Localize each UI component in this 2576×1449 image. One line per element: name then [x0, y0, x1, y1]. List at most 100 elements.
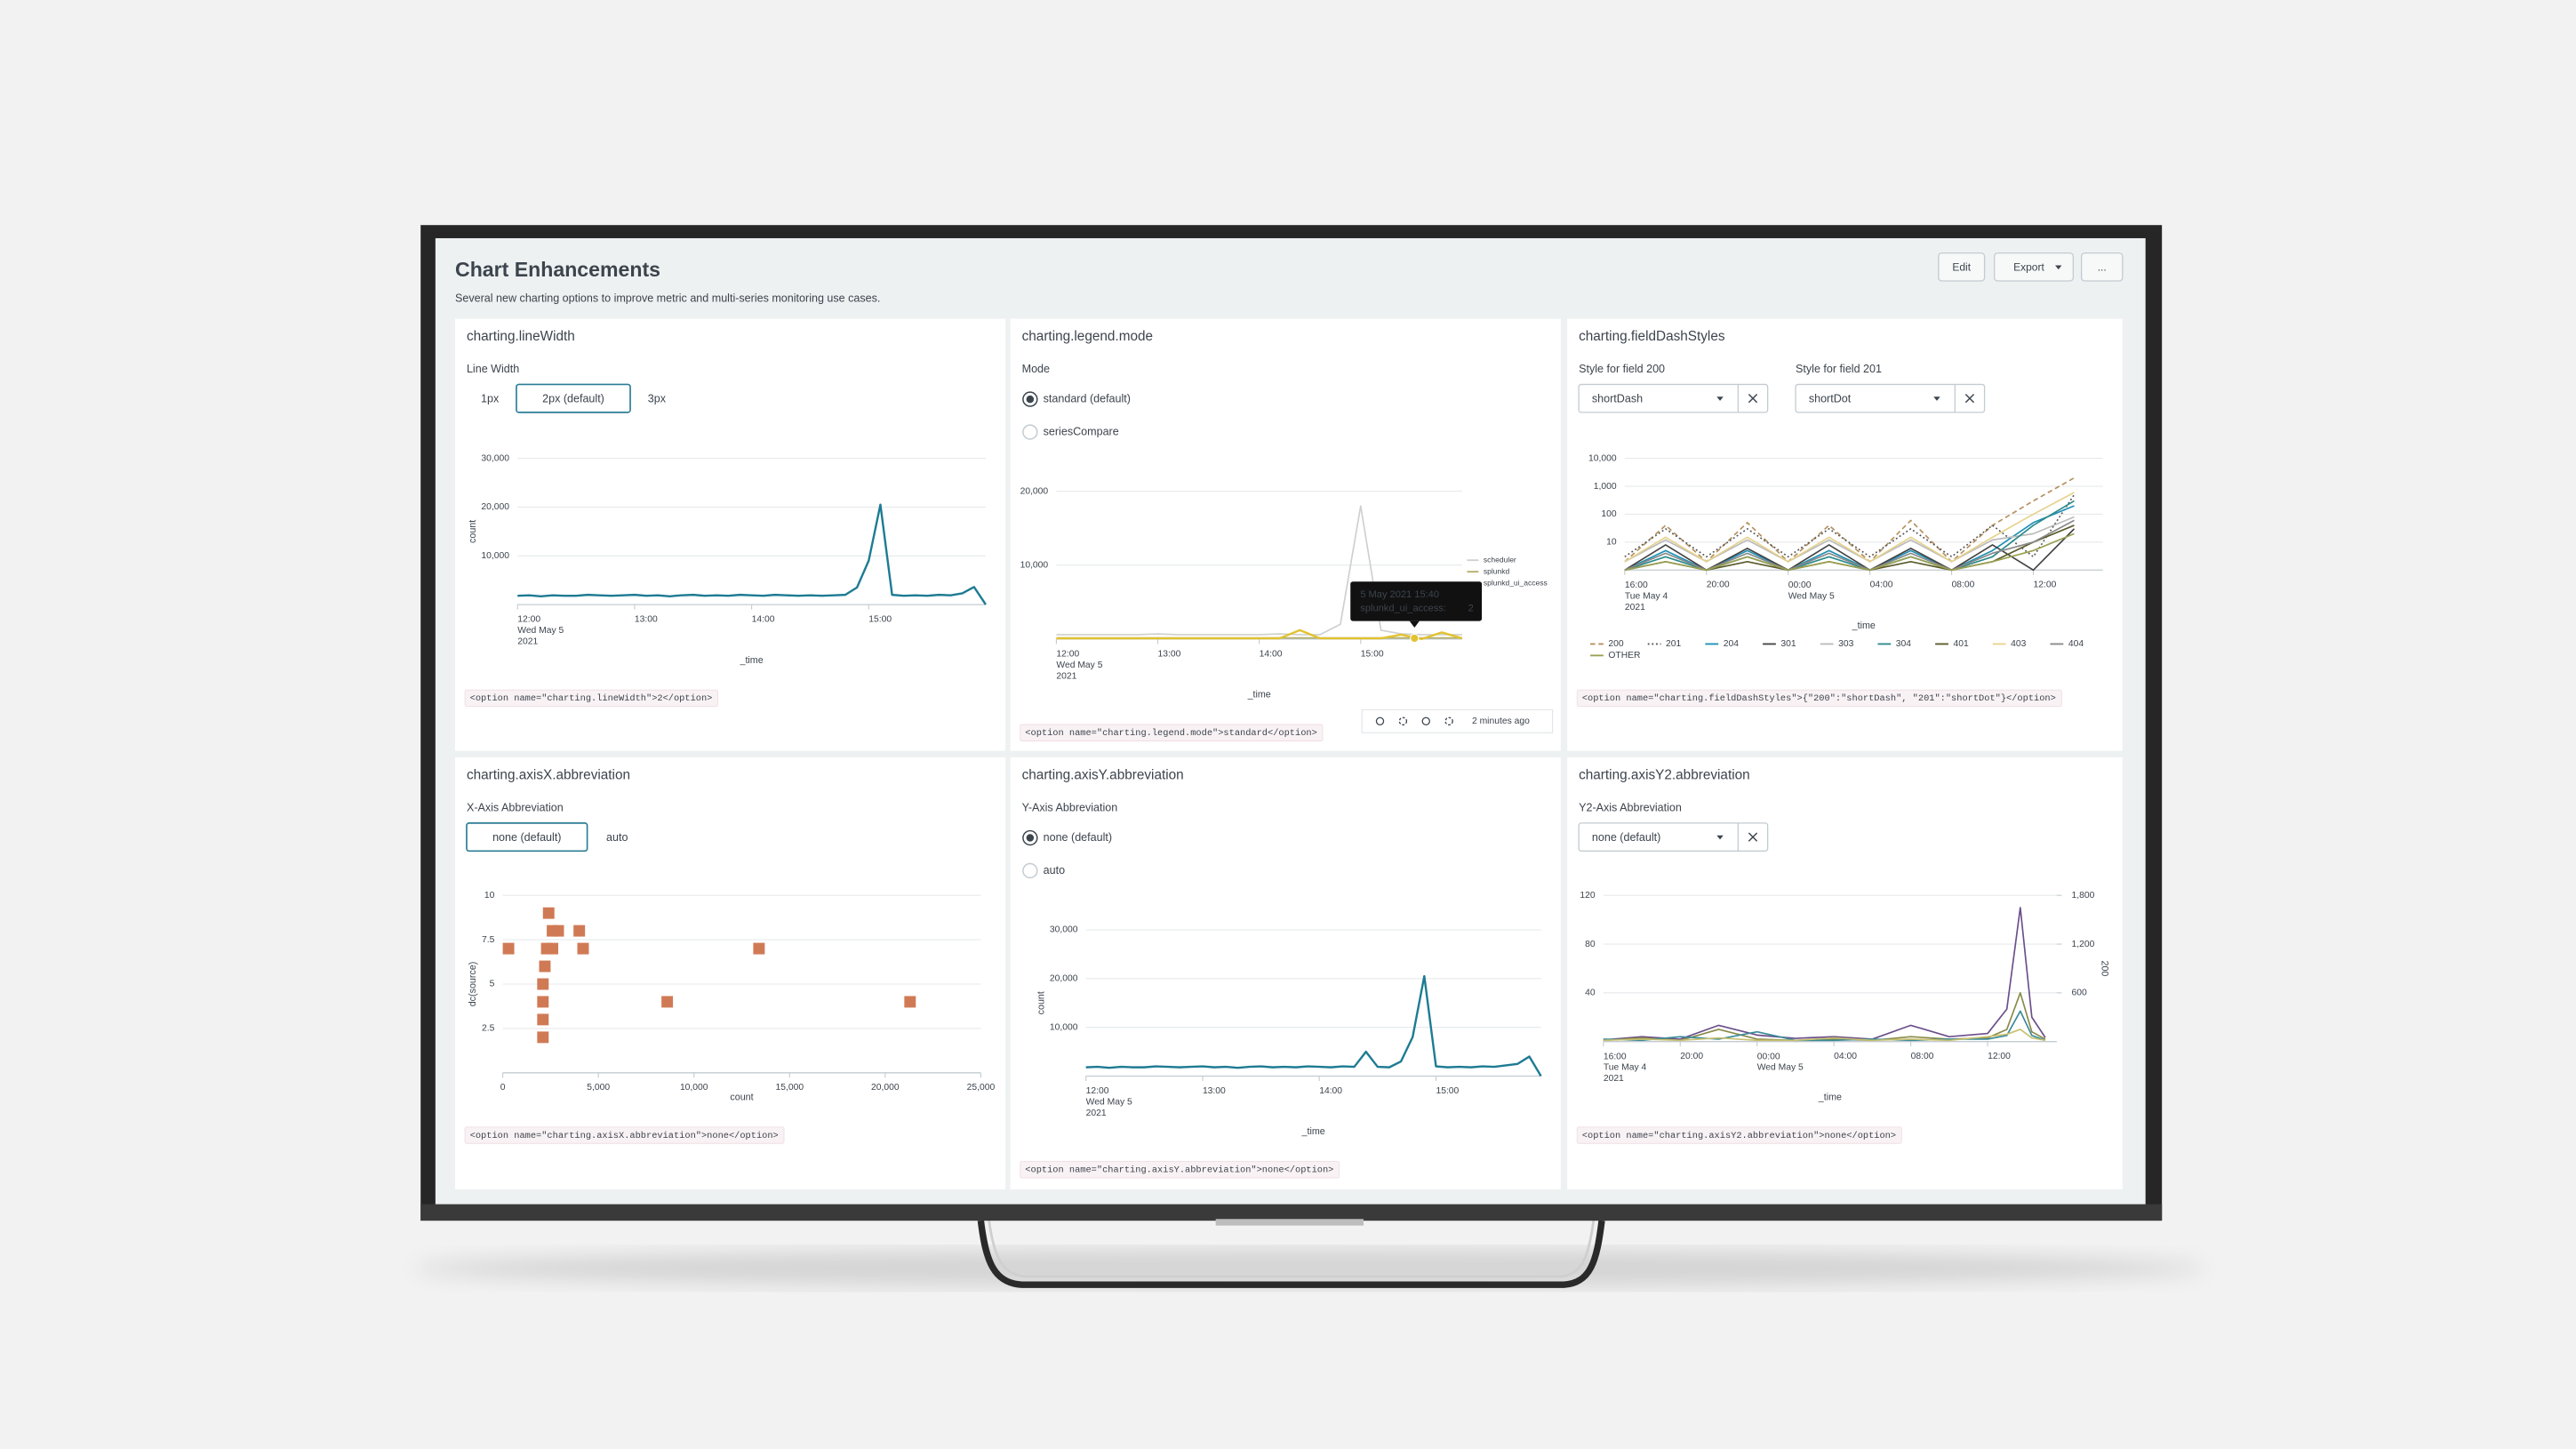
dropdown-value[interactable]: shortDash	[1592, 392, 1643, 404]
toolbar-icon[interactable]	[1375, 716, 1385, 726]
radio-option[interactable]: seriesCompare	[1044, 425, 1119, 437]
legend-label: OTHER	[1608, 651, 1640, 660]
radio[interactable]	[1022, 424, 1038, 440]
x-tick-label: 12:00 Wed May 5 2021	[1056, 649, 1102, 681]
dropdown-value[interactable]: none (default)	[1592, 831, 1660, 844]
x-tick-label: 15:00	[1361, 649, 1384, 659]
toolbar-refresh-time: 2 minutes ago	[1472, 716, 1530, 726]
x-tick-label: 14:00	[752, 614, 775, 624]
scatter-point	[577, 942, 589, 955]
series-line	[1624, 492, 2075, 563]
x-tick-label: 20,000	[871, 1083, 900, 1093]
scatter-point	[537, 1031, 549, 1044]
clear-icon[interactable]	[1748, 832, 1758, 842]
series-line	[1624, 494, 2076, 558]
toggle-selected[interactable]	[516, 383, 631, 413]
text-line: 00:00	[1788, 580, 1812, 590]
panel-title: charting.lineWidth	[467, 329, 575, 344]
header-button[interactable]	[1994, 252, 2075, 282]
clear-icon[interactable]	[1964, 394, 1975, 404]
toolbar-icon[interactable]	[1444, 716, 1453, 726]
x-tick-label: 08:00	[1952, 580, 1975, 590]
x-tick-label: 5,000	[587, 1083, 610, 1093]
legend-label: 304	[1896, 639, 1911, 649]
code-box	[464, 689, 718, 708]
series-line	[1624, 519, 2075, 572]
series-line	[517, 503, 987, 605]
scatter-point	[537, 1013, 549, 1026]
y-axis-label: count	[1036, 991, 1047, 1014]
dropdown[interactable]	[1578, 383, 1769, 413]
text-line: 12:00	[517, 614, 540, 624]
radio-option[interactable]: auto	[1044, 864, 1065, 877]
radio[interactable]	[1022, 862, 1038, 879]
toolbar-icon[interactable]	[1398, 716, 1408, 726]
header-button-label[interactable]: Edit	[1952, 260, 1971, 273]
scatter-point	[542, 907, 555, 919]
tooltip-pointer	[1409, 620, 1420, 628]
x-tick-label: 04:00	[1834, 1052, 1857, 1061]
y-tick-label: 1,000	[1594, 482, 1617, 492]
text-line: 16:00	[1625, 580, 1648, 590]
code: <option name="charting.axisY2.abbreviati…	[1582, 1131, 1896, 1141]
toggle-option[interactable]: none (default)	[492, 831, 561, 844]
scatter-point	[753, 942, 765, 955]
scatter-point	[552, 925, 564, 937]
header-button-label[interactable]: ...	[2098, 260, 2107, 273]
toggle-option[interactable]: 3px	[648, 392, 667, 404]
text-line: 2021	[1056, 671, 1076, 681]
toggle-option[interactable]: auto	[606, 831, 628, 844]
panel-title: charting.legend.mode	[1022, 329, 1153, 344]
header-button-label[interactable]: Export	[2013, 260, 2044, 273]
header-button[interactable]	[2080, 252, 2124, 282]
toggle-option[interactable]: 2px (default)	[542, 392, 604, 404]
y2-tick-label: 600	[2072, 989, 2087, 998]
panel-title: charting.axisY.abbreviation	[1022, 767, 1184, 782]
scatter-point	[539, 960, 551, 973]
tooltip	[1350, 581, 1483, 621]
dropdown[interactable]	[1578, 822, 1769, 852]
text-line: Wed May 5	[1788, 591, 1835, 601]
legend-label: 303	[1838, 639, 1853, 649]
input-label: Mode	[1022, 363, 1050, 375]
radio-dot	[1026, 834, 1035, 842]
legend-label: scheduler	[1484, 555, 1516, 564]
dashboard-title: Chart Enhancements	[455, 258, 660, 281]
code: <option name="charting.lineWidth">2</opt…	[470, 693, 713, 704]
text-line: 2021	[1086, 1109, 1107, 1118]
radio-option[interactable]: standard (default)	[1044, 392, 1131, 404]
text-line: Wed May 5	[517, 626, 564, 636]
toggle-selected[interactable]	[466, 822, 588, 853]
scatter-point	[537, 996, 549, 1008]
dropdown-value[interactable]: shortDot	[1809, 392, 1852, 404]
y-tick-label: 10,000	[1020, 560, 1049, 570]
series-line	[1603, 1010, 2046, 1042]
y-tick-label: 40	[1585, 989, 1596, 998]
caret	[1716, 396, 1724, 401]
panel-title: charting.axisY2.abbreviation	[1579, 767, 1750, 782]
x-tick-label: 00:00 Wed May 5	[1788, 580, 1835, 601]
input-label: Style for field 200	[1579, 363, 1665, 375]
input-label: Line Width	[467, 363, 519, 375]
tv-nub	[1215, 1219, 1364, 1226]
x-axis-label: _time	[1247, 690, 1271, 700]
toggle-option[interactable]: 1px	[481, 392, 500, 404]
radio-option[interactable]: none (default)	[1044, 831, 1112, 844]
code: <option name="charting.axisX.abbreviatio…	[470, 1131, 779, 1141]
header-button[interactable]	[1938, 252, 1986, 282]
y-tick-label: 2.5	[482, 1024, 495, 1034]
legend-label: 301	[1780, 639, 1796, 649]
text-line: 00:00	[1757, 1052, 1780, 1061]
y-tick-label: 7.5	[482, 935, 495, 945]
clear-icon[interactable]	[1748, 394, 1758, 404]
legend-label: splunkd_ui_access	[1484, 578, 1548, 587]
y2-tick-label: 1,200	[2072, 940, 2095, 949]
toolbar-icon[interactable]	[1421, 716, 1430, 726]
y-tick-label: 20,000	[1050, 974, 1078, 984]
scatter-point	[502, 942, 515, 955]
y-tick-label: 5	[490, 980, 495, 989]
x-axis-label: _time	[1852, 620, 1876, 631]
panel	[1010, 757, 1561, 1190]
dropdown[interactable]	[1795, 383, 1986, 413]
y-tick-label: 20,000	[481, 502, 509, 512]
